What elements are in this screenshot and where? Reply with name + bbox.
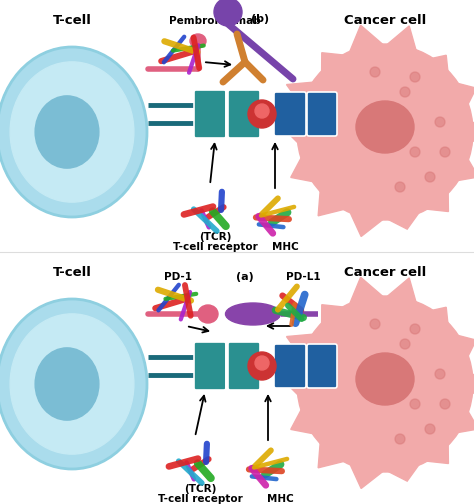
Text: PD-L1: PD-L1 <box>286 272 320 282</box>
Ellipse shape <box>356 101 414 153</box>
Polygon shape <box>286 25 474 236</box>
Ellipse shape <box>0 47 147 217</box>
Text: Cancer cell: Cancer cell <box>344 266 426 279</box>
Circle shape <box>435 369 445 379</box>
Ellipse shape <box>35 348 99 420</box>
Circle shape <box>440 147 450 157</box>
FancyBboxPatch shape <box>194 90 226 138</box>
Text: T-cell receptor: T-cell receptor <box>158 494 242 504</box>
Text: Pembrolizumab: Pembrolizumab <box>169 16 261 26</box>
Circle shape <box>395 182 405 192</box>
Text: PD-1: PD-1 <box>164 272 192 282</box>
Ellipse shape <box>356 353 414 405</box>
Ellipse shape <box>190 34 206 48</box>
Circle shape <box>214 0 242 26</box>
Circle shape <box>410 399 420 409</box>
Circle shape <box>370 67 380 77</box>
Circle shape <box>297 44 473 220</box>
Circle shape <box>248 352 276 380</box>
Ellipse shape <box>0 299 147 469</box>
Circle shape <box>248 100 276 128</box>
Circle shape <box>297 296 473 472</box>
Text: (b): (b) <box>251 14 269 24</box>
Text: (a): (a) <box>236 272 254 282</box>
Circle shape <box>440 399 450 409</box>
Circle shape <box>395 434 405 444</box>
Circle shape <box>255 356 269 370</box>
Text: (TCR): (TCR) <box>199 232 231 242</box>
FancyBboxPatch shape <box>274 344 306 388</box>
Circle shape <box>425 172 435 182</box>
FancyBboxPatch shape <box>274 92 306 136</box>
Text: T-cell: T-cell <box>53 266 91 279</box>
Ellipse shape <box>10 62 134 202</box>
Text: Cancer cell: Cancer cell <box>344 14 426 27</box>
Ellipse shape <box>35 96 99 168</box>
Text: T-cell receptor: T-cell receptor <box>173 242 257 252</box>
Polygon shape <box>286 277 474 488</box>
Text: (TCR): (TCR) <box>184 484 216 494</box>
Circle shape <box>410 72 420 82</box>
FancyBboxPatch shape <box>194 342 226 390</box>
Text: MHC: MHC <box>272 242 298 252</box>
Circle shape <box>370 319 380 329</box>
Circle shape <box>435 117 445 127</box>
Circle shape <box>410 324 420 334</box>
Ellipse shape <box>10 314 134 454</box>
FancyBboxPatch shape <box>307 344 337 388</box>
Circle shape <box>400 339 410 349</box>
FancyBboxPatch shape <box>307 92 337 136</box>
Circle shape <box>410 147 420 157</box>
FancyBboxPatch shape <box>228 342 260 390</box>
Circle shape <box>255 104 269 118</box>
Text: MHC: MHC <box>266 494 293 504</box>
Text: T-cell: T-cell <box>53 14 91 27</box>
Ellipse shape <box>226 303 281 325</box>
Circle shape <box>400 87 410 97</box>
Ellipse shape <box>198 305 218 323</box>
FancyBboxPatch shape <box>228 90 260 138</box>
Circle shape <box>425 424 435 434</box>
